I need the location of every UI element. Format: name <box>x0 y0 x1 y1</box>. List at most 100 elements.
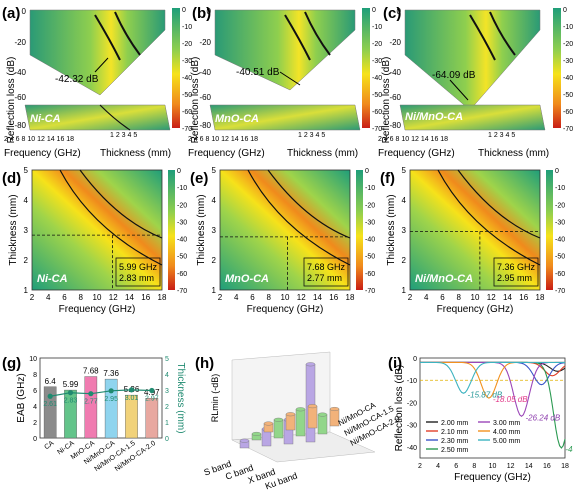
y-tick-label: 4 <box>33 404 37 411</box>
y-tick-label: 3 <box>212 226 217 235</box>
panel-label: (e) <box>190 170 208 187</box>
dip-annotation: -18.05 dB <box>493 395 528 404</box>
colorbar-tick: -70 <box>555 288 565 295</box>
y-tick-label: -20 <box>407 400 417 407</box>
colorbar-tick: -70 <box>365 288 375 295</box>
category-label: CA <box>43 440 55 452</box>
thickness-label: 2.97 <box>145 395 159 402</box>
x-tick-label: 8 <box>457 293 462 302</box>
surface-top <box>214 9 356 91</box>
dip-annotation: -15.87 dB <box>468 390 503 399</box>
colorbar <box>172 8 180 128</box>
x-tick-label: 14 <box>503 293 512 302</box>
svg-text:-20: -20 <box>199 38 211 47</box>
thickness-point <box>128 387 135 393</box>
arrow <box>94 57 109 73</box>
svg-text:-60: -60 <box>14 93 26 102</box>
floor-curve <box>99 104 131 131</box>
colorbar <box>356 170 363 290</box>
x-tick-label: 6 <box>440 293 445 302</box>
panel-a: (a) Reflection loss (dB) -42.32 dB Ni-CA… <box>2 5 180 159</box>
eab-box <box>493 257 539 287</box>
thickness-label: 2.95 <box>104 396 118 403</box>
z-axis-label: Reflection loss (dB) <box>6 57 17 144</box>
y-axis-label: Thickness (mm) <box>100 148 171 159</box>
colorbar-tick: -40 <box>177 237 187 244</box>
colorbar-tick: -50 <box>177 254 187 261</box>
rl-series-line <box>420 361 566 386</box>
x-axis-label: Frequency (GHz) <box>247 304 324 315</box>
svg-text:-60: -60 <box>389 93 401 102</box>
colorbar-tick: 0 <box>365 168 369 175</box>
x-tick-label: 18 <box>536 293 545 302</box>
svg-text:0: 0 <box>22 7 27 16</box>
y-axis-label: Reflection loss (dB) <box>394 365 405 452</box>
y-ticks: 1 2 3 4 5 <box>110 132 137 139</box>
x-ticks: 2 4 6 8 10 12 14 16 18 <box>4 136 74 143</box>
x-tick-label: 18 <box>346 293 355 302</box>
bar3d-cap <box>273 417 284 422</box>
y-tick-label: 6 <box>33 388 37 395</box>
eab-value: 5.99 GHz <box>119 262 158 272</box>
colorbar-tick: -30 <box>555 219 565 226</box>
bar3d-cap <box>263 421 274 426</box>
right-axis-label: Thickness (mm) <box>175 362 186 433</box>
right-tick-label: 3 <box>165 388 169 395</box>
y-axis-label: Thickness (mm) <box>287 148 358 159</box>
colorbar-tick: -30 <box>182 58 192 65</box>
dip-annotation: -26.24 dB <box>526 413 561 422</box>
y-tick-label: 5 <box>212 166 217 175</box>
colorbar-tick: -10 <box>177 185 187 192</box>
bar3d-cap <box>295 407 306 412</box>
eab-box <box>303 257 349 287</box>
svg-text:-40: -40 <box>14 68 26 77</box>
colorbar <box>362 8 370 128</box>
x-tick-label: 16 <box>141 293 150 302</box>
y-tick-label: 4 <box>212 196 217 205</box>
panel-label: (b) <box>192 5 211 22</box>
contour-line <box>437 169 541 266</box>
colorbar-tick: -50 <box>555 254 565 261</box>
colorbar-tick: -60 <box>177 271 187 278</box>
colorbar-tick: -70 <box>182 126 192 133</box>
panel-g: (g)6.4CA5.99Ni-CA7.68MnO-CA7.36Ni/MnO-CA… <box>2 355 186 473</box>
panel-label: (i) <box>388 355 402 372</box>
colorbar-tick: 0 <box>555 168 559 175</box>
surface-floor <box>209 104 361 131</box>
colorbar-tick: -10 <box>365 185 375 192</box>
colorbar-tick: -60 <box>365 271 375 278</box>
panel-label: (g) <box>2 355 21 372</box>
bar <box>104 378 118 439</box>
rl-curve <box>114 11 141 56</box>
panel-label: (a) <box>2 5 20 22</box>
y-axis-label: EAB (GHz) <box>16 373 27 422</box>
sample-label: Ni/MnO-CA <box>415 273 473 285</box>
bar-label: 6.4 <box>45 377 57 386</box>
z-ticks: 0 -20 -40 -60 -80 <box>389 7 401 130</box>
x-tick-label: 12 <box>507 463 515 470</box>
x-tick-label: 16 <box>519 293 528 302</box>
y-axis-label: Thickness (mm) <box>8 194 19 265</box>
eab-box <box>115 257 161 287</box>
colorbar-tick: -10 <box>555 185 565 192</box>
colorbar-tick: -70 <box>177 288 187 295</box>
svg-text:-80: -80 <box>199 121 211 130</box>
colorbar-tick: -30 <box>372 58 382 65</box>
colorbar-tick: -60 <box>372 109 382 116</box>
colorbar-tick: 0 <box>182 7 186 14</box>
y-tick-label: -30 <box>407 423 417 430</box>
y-tick-label: 2 <box>24 256 29 265</box>
y-tick-label: 4 <box>24 196 29 205</box>
x-tick-label: 4 <box>234 293 239 302</box>
x-tick-label: 6 <box>62 293 67 302</box>
thickness-label: 2.61 <box>43 401 57 408</box>
colorbar-tick: -50 <box>563 92 573 99</box>
colorbar-tick: -40 <box>182 75 192 82</box>
y-tick-label: 3 <box>24 226 29 235</box>
colorbar-tick: -30 <box>365 219 375 226</box>
x-tick-label: 8 <box>472 463 476 470</box>
y-axis-label: Thickness (mm) <box>196 194 207 265</box>
legend-label: 2.30 mm <box>441 438 468 445</box>
